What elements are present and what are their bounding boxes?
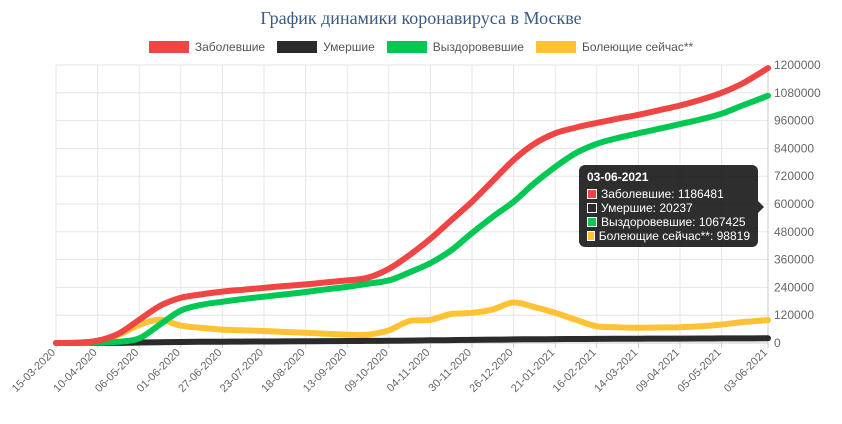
legend-label-infected: Заболевшие xyxy=(194,40,266,54)
chart-legend: Заболевшие Умершие Выздоровевшие Болеющи… xyxy=(0,40,842,54)
x-tick-label: 09-10-2020 xyxy=(343,347,391,395)
x-tick-label: 03-06-2021 xyxy=(722,347,770,395)
tooltip-label-infected: Заболевшие: 1186481 xyxy=(601,187,724,201)
y-tick-label: 0 xyxy=(774,336,781,350)
y-tick-label: 120000 xyxy=(774,308,814,322)
y-tick-label: 1080000 xyxy=(774,86,821,100)
x-tick-label: 23-07-2020 xyxy=(218,347,266,395)
y-tick-label: 240000 xyxy=(774,280,814,294)
tooltip-row-infected: Заболевшие: 1186481 xyxy=(587,187,750,201)
x-tick-label: 15-03-2020 xyxy=(10,347,58,395)
y-tick-label: 960000 xyxy=(774,114,814,128)
legend-swatch-infected xyxy=(148,41,189,53)
x-tick-label: 21-01-2021 xyxy=(509,347,557,395)
tooltip-swatch-active xyxy=(587,231,595,241)
legend-swatch-recovered xyxy=(386,41,427,53)
x-tick-label: 05-05-2021 xyxy=(675,347,723,395)
y-tick-label: 1200000 xyxy=(774,58,821,72)
series-line-deaths xyxy=(53,335,771,346)
chart-title: График динамики коронавируса в Москве xyxy=(260,8,582,28)
x-tick-label: 04-11-2020 xyxy=(385,347,433,395)
legend-label-recovered: Выздоровевшие xyxy=(432,40,524,54)
series-line-active xyxy=(53,299,771,347)
legend-label-active: Болеющие сейчас** xyxy=(581,40,694,54)
legend-swatch-deaths xyxy=(277,41,318,53)
legend-item-active[interactable]: Болеющие сейчас** xyxy=(535,40,694,54)
x-tick-label: 13-09-2020 xyxy=(301,347,349,395)
y-tick-label: 720000 xyxy=(774,169,814,183)
legend-item-infected[interactable]: Заболевшие xyxy=(148,40,266,54)
x-tick-label: 14-03-2021 xyxy=(592,347,640,395)
tooltip-swatch-deaths xyxy=(587,203,597,213)
tooltip-label-recovered: Выздоровевшие: 1067425 xyxy=(601,215,746,229)
y-tick-label: 840000 xyxy=(774,141,814,155)
legend-item-deaths[interactable]: Умершие xyxy=(277,40,375,54)
y-tick-label: 480000 xyxy=(774,225,814,239)
chart-tooltip: 03-06-2021 Заболевшие: 1186481 Умершие: … xyxy=(579,165,764,247)
tooltip-label-deaths: Умершие: 20237 xyxy=(601,201,693,215)
tooltip-row-deaths: Умершие: 20237 xyxy=(587,201,750,215)
tooltip-row-recovered: Выздоровевшие: 1067425 xyxy=(587,215,750,229)
x-tick-label: 06-05-2020 xyxy=(93,347,141,395)
series-line-infected xyxy=(53,65,771,347)
x-tick-label: 26-12-2020 xyxy=(467,347,515,395)
legend-item-recovered[interactable]: Выздоровевшие xyxy=(386,40,524,54)
x-tick-label: 10-04-2020 xyxy=(51,347,99,395)
x-tick-label: 18-08-2020 xyxy=(259,347,307,395)
tooltip-row-active: Болеющие сейчас**: 98819 xyxy=(587,229,750,243)
tooltip-swatch-recovered xyxy=(587,217,597,227)
x-tick-label: 01-06-2020 xyxy=(135,347,183,395)
tooltip-swatch-infected xyxy=(587,189,597,199)
x-tick-label: 09-04-2021 xyxy=(634,347,682,395)
x-tick-label: 27-06-2020 xyxy=(176,347,224,395)
legend-label-deaths: Умершие xyxy=(323,40,375,54)
legend-swatch-active xyxy=(535,41,576,53)
y-tick-label: 600000 xyxy=(774,197,814,211)
tooltip-label-active: Болеющие сейчас**: 98819 xyxy=(598,229,750,243)
y-tick-label: 360000 xyxy=(774,253,814,267)
tooltip-date: 03-06-2021 xyxy=(587,170,649,184)
x-tick-label: 16-02-2021 xyxy=(551,347,599,395)
series-line-recovered xyxy=(53,92,771,346)
